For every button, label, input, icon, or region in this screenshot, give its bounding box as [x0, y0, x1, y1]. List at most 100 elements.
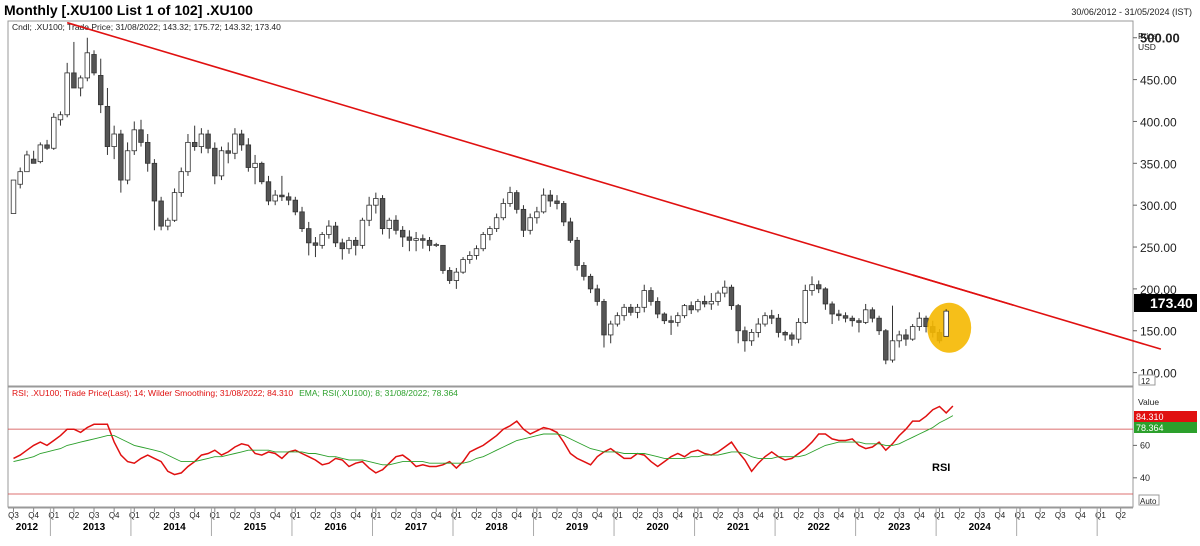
candle-body [292, 199, 299, 213]
candle-body [359, 219, 366, 246]
candle-body [889, 340, 896, 361]
candle-body [587, 275, 594, 290]
candle-body [10, 179, 17, 214]
quarter-label: Q2 [713, 511, 724, 520]
date-range: 30/06/2012 - 31/05/2024 (IST) [1071, 7, 1192, 17]
candle-body [748, 332, 755, 342]
candle [24, 150, 30, 173]
candle-body [648, 290, 654, 302]
rsi-axis-title: Value [1138, 397, 1159, 407]
candle-body [654, 301, 661, 315]
candle [312, 236, 319, 258]
quarter-label: Q4 [995, 511, 1006, 520]
candle-body [829, 303, 835, 315]
year-label: 2012 [16, 522, 39, 533]
candle [769, 309, 775, 325]
candle-body [574, 239, 580, 266]
candle [621, 303, 627, 321]
candle [574, 236, 580, 271]
candle-body [634, 306, 641, 313]
candle [722, 280, 728, 298]
candle [668, 315, 674, 335]
candle [607, 320, 614, 344]
price-legend: Cndl; .XU100; Trade Price; 31/08/2022; 1… [12, 22, 281, 32]
candle [842, 312, 849, 323]
rsi-axis-footer-box [1138, 494, 1160, 506]
candle-body [681, 305, 688, 317]
candle [440, 244, 446, 274]
quarter-label: Q1 [48, 511, 59, 520]
price-tick-label: 150.00 [1140, 325, 1177, 339]
candle-body [118, 133, 124, 181]
candle-body [869, 309, 876, 319]
candle [755, 318, 762, 338]
candle-body [218, 150, 225, 177]
candle [809, 276, 815, 296]
candle-body [225, 150, 231, 154]
candle-body [789, 334, 795, 340]
candle [728, 284, 735, 310]
candle [453, 267, 460, 289]
quarter-label: Q2 [793, 511, 804, 520]
candle [44, 139, 50, 150]
candle [285, 192, 292, 206]
candle [353, 236, 359, 256]
quarter-label: Q1 [934, 511, 945, 520]
candle [594, 284, 600, 306]
candle-body [98, 75, 104, 106]
quarter-label: Q4 [511, 511, 522, 520]
candle-body [151, 162, 158, 202]
candle-body [607, 323, 614, 336]
candle [802, 284, 808, 325]
candle-body [675, 315, 681, 323]
candle-body [909, 326, 916, 340]
candle-body [91, 54, 97, 74]
candle-body [178, 171, 184, 194]
candle [124, 142, 131, 185]
candle [849, 315, 855, 327]
quarter-label: Q3 [572, 511, 583, 520]
candle [883, 329, 889, 365]
candle [413, 231, 419, 252]
candle [406, 230, 413, 252]
candle-body [346, 239, 352, 250]
year-label: 2015 [244, 522, 267, 533]
quarter-label: Q2 [1035, 511, 1046, 520]
quarter-label: Q4 [350, 511, 361, 520]
candle-body [259, 162, 265, 183]
candle-body [896, 334, 902, 342]
candle [212, 142, 218, 185]
candle [71, 41, 77, 89]
last-candle-body [943, 310, 949, 337]
quarter-label: Q4 [109, 511, 120, 520]
rsi-tick-label: 40 [1140, 473, 1150, 483]
quarter-label: Q2 [310, 511, 321, 520]
candle-body [822, 288, 829, 305]
price-tick-label: 300.00 [1140, 199, 1177, 213]
candle [272, 190, 278, 206]
candle-body [836, 313, 842, 317]
quarter-label: Q3 [813, 511, 824, 520]
candle [98, 58, 104, 114]
candle [252, 154, 258, 185]
candle [51, 113, 57, 150]
year-label: 2013 [83, 522, 106, 533]
candle [534, 206, 540, 224]
candle-body [111, 133, 117, 147]
candle [292, 196, 299, 216]
candle-body [762, 315, 768, 325]
candle-body [252, 162, 258, 168]
quarter-label: Q1 [371, 511, 382, 520]
quarter-label: Q1 [1015, 511, 1026, 520]
candle-body [124, 150, 131, 181]
candle [165, 217, 171, 231]
candle [326, 220, 332, 239]
candle [554, 195, 560, 210]
candle-body [554, 200, 560, 204]
candle [735, 303, 741, 344]
candle-body [856, 320, 862, 323]
candle-body [420, 238, 426, 241]
candle-body [399, 229, 406, 238]
candle-body [903, 334, 909, 340]
candle-body [265, 181, 272, 202]
